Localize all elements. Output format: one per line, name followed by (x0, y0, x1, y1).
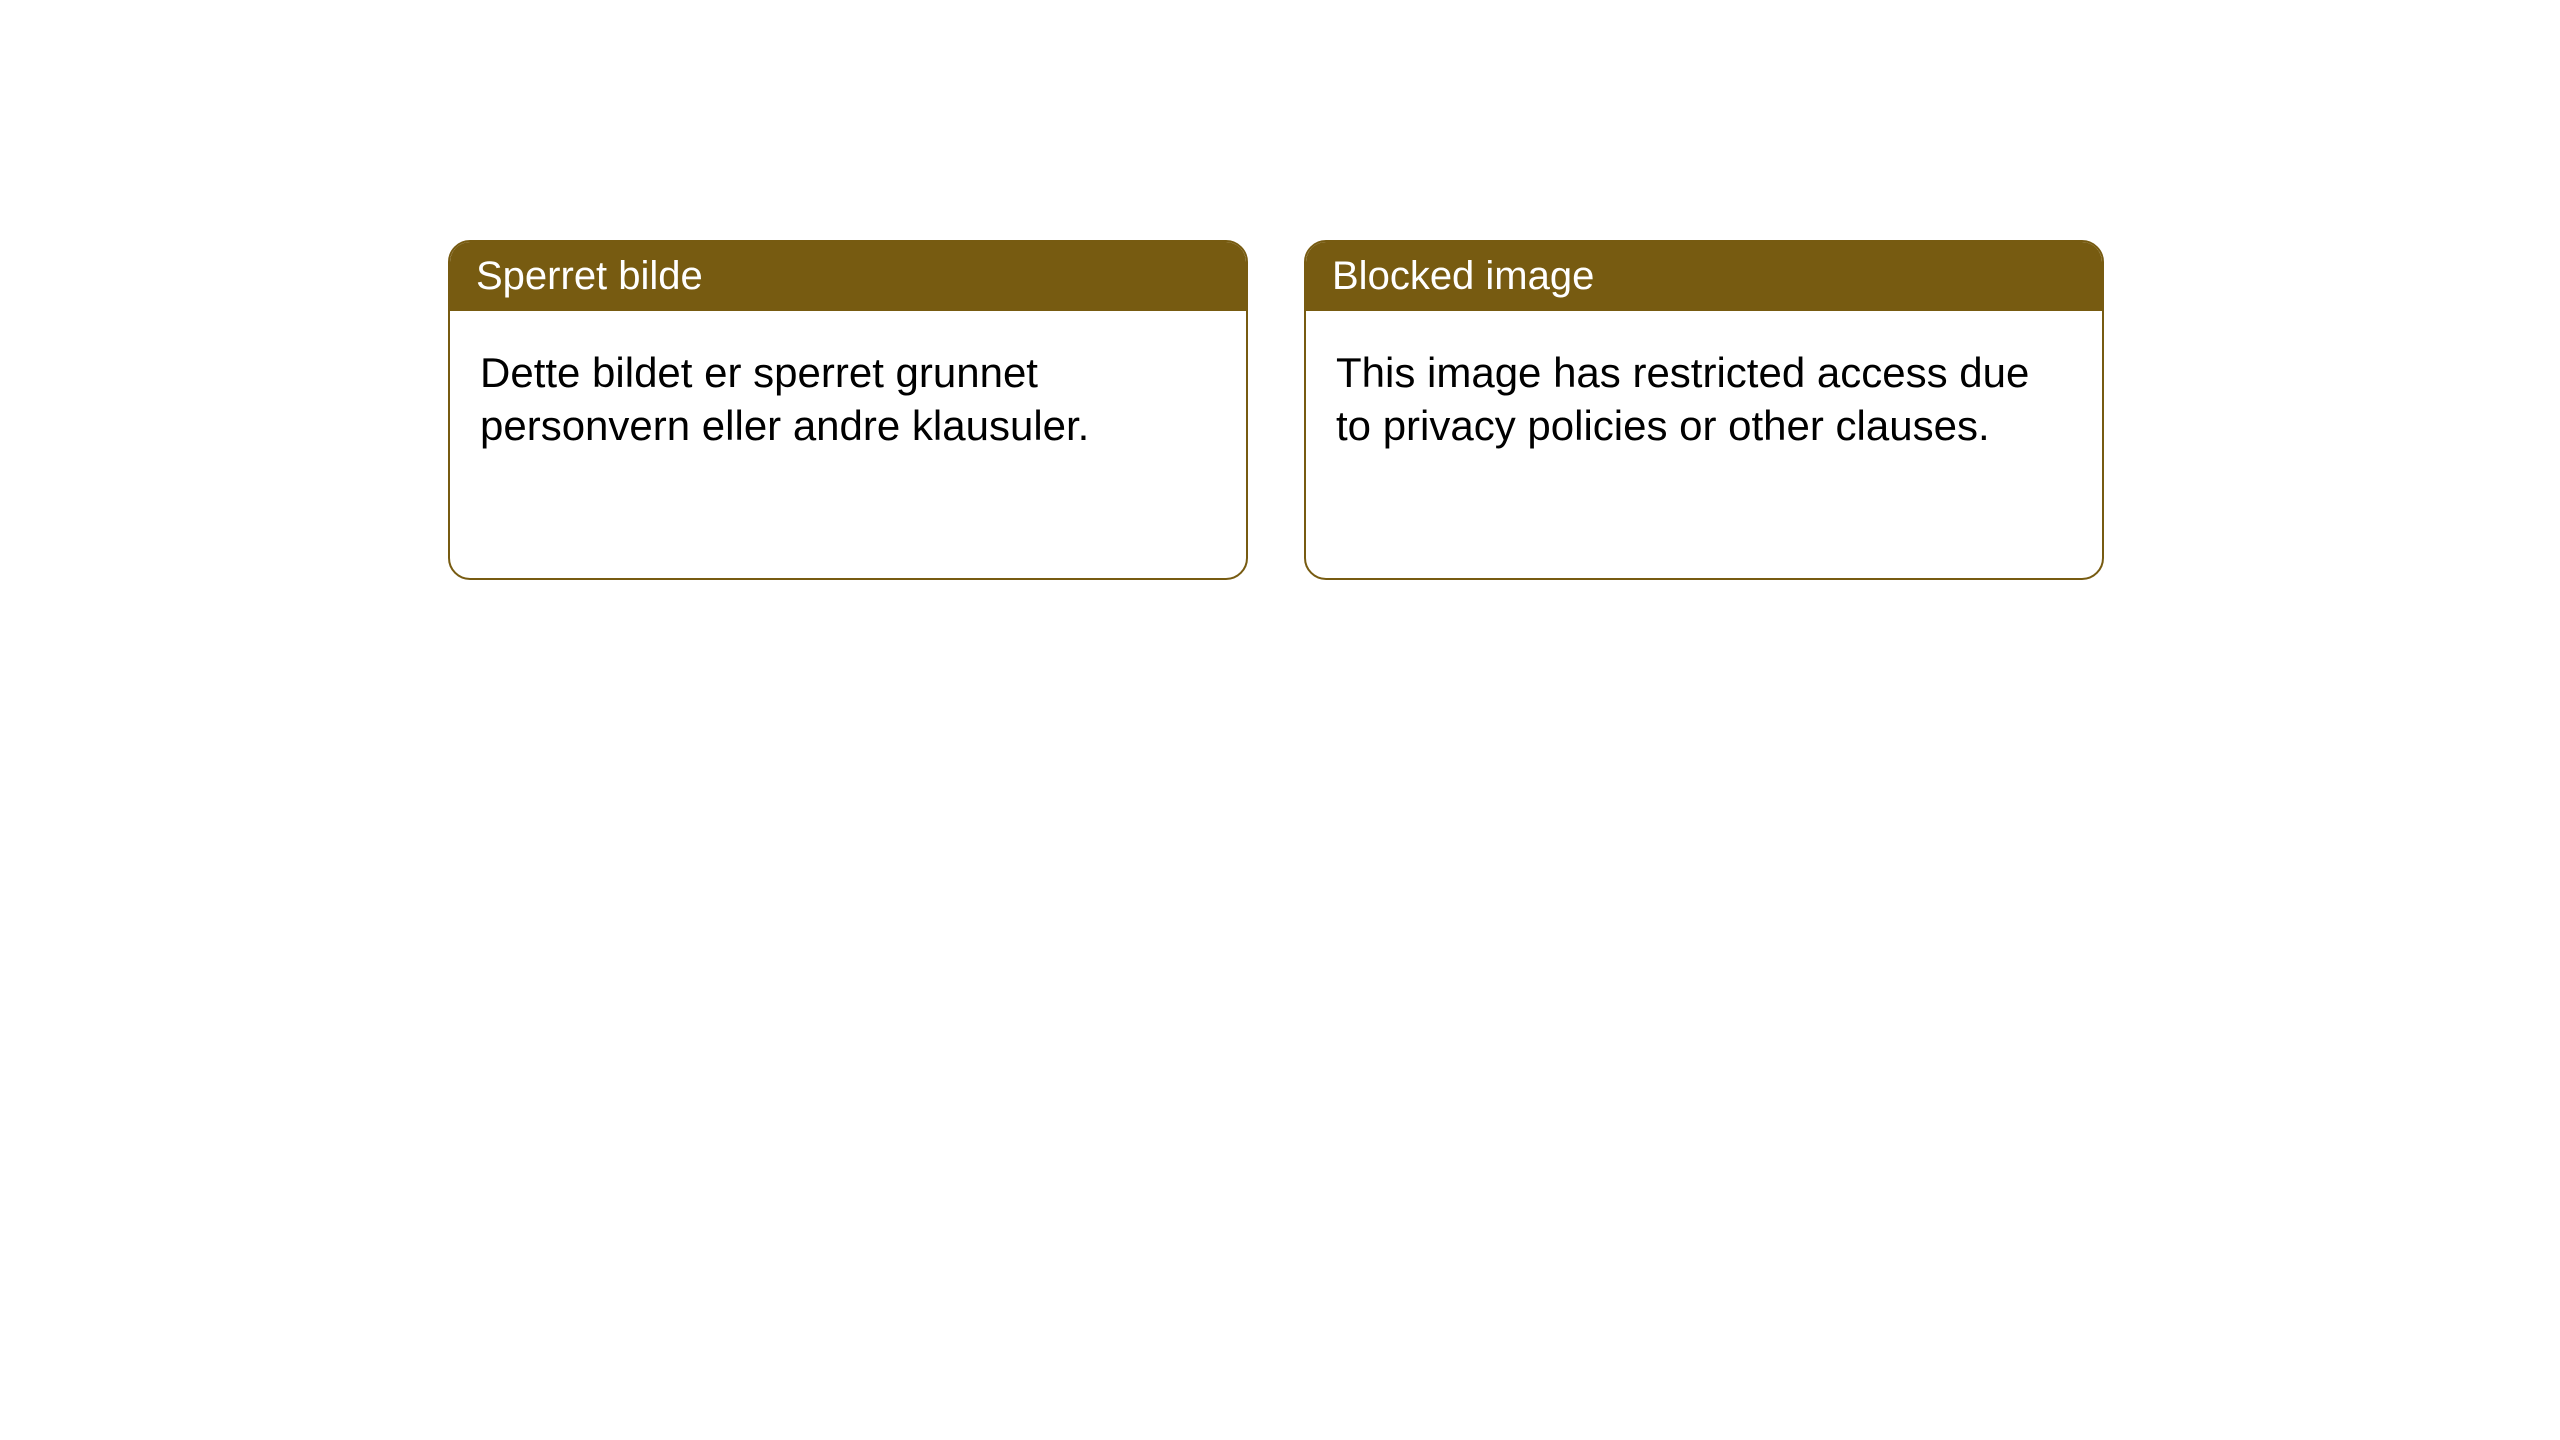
notice-card-norwegian: Sperret bilde Dette bildet er sperret gr… (448, 240, 1248, 580)
notice-body-english: This image has restricted access due to … (1306, 311, 2102, 488)
notice-header-english: Blocked image (1306, 242, 2102, 311)
notice-header-norwegian: Sperret bilde (450, 242, 1246, 311)
notice-container: Sperret bilde Dette bildet er sperret gr… (0, 0, 2560, 580)
notice-body-norwegian: Dette bildet er sperret grunnet personve… (450, 311, 1246, 488)
notice-card-english: Blocked image This image has restricted … (1304, 240, 2104, 580)
